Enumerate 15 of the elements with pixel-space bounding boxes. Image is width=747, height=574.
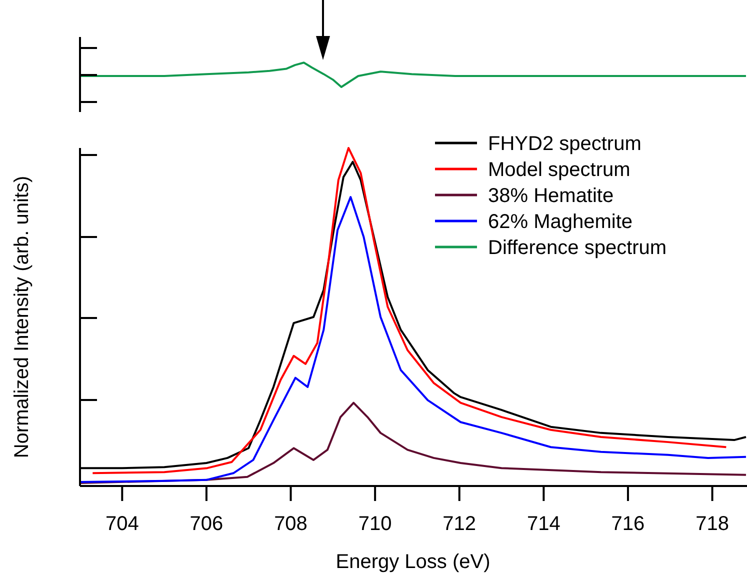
x-axis-title: Energy Loss (eV) <box>336 551 490 573</box>
x-tick-label: 710 <box>358 513 392 535</box>
legend-label: FHYD2 spectrum <box>488 133 642 155</box>
x-tick-label: 706 <box>190 513 224 535</box>
x-tick-label: 718 <box>696 513 729 535</box>
x-tick-label: 714 <box>526 513 560 535</box>
legend-label: Model spectrum <box>488 159 630 181</box>
y-axis-title: Normalized Intensity (arb. units) <box>11 176 33 458</box>
text: Difference spectrum <box>488 237 667 259</box>
x-tick-label: 704 <box>105 513 139 535</box>
legend-label: 38% Hematite <box>488 185 614 207</box>
x-tick-label: 708 <box>274 513 308 535</box>
legend-label: 62% Maghemite <box>488 211 633 233</box>
x-tick-label: 712 <box>442 513 476 535</box>
x-tick-label: 716 <box>611 513 645 535</box>
